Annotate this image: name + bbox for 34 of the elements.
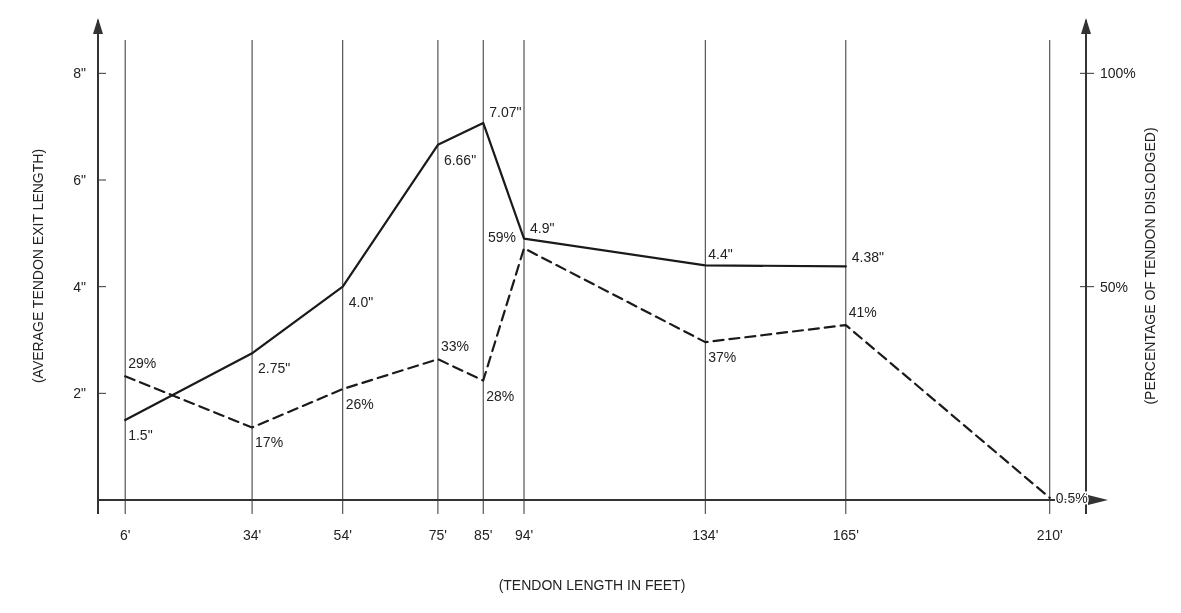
x-tick-label: 134'	[692, 527, 719, 543]
data-label: 6.66"	[443, 151, 477, 168]
y-tick-label: 6"	[73, 172, 87, 188]
data-label: 59%	[488, 229, 517, 246]
x-tick-label: 85'	[474, 527, 493, 543]
y-tick-label: 2"	[73, 385, 87, 402]
data-label: 4.4"	[708, 246, 733, 263]
data-label: 37%	[708, 349, 737, 366]
data-label: 2.75"	[258, 360, 291, 377]
data-label: 7.07"	[489, 103, 522, 120]
y2-axis-title: (PERCENTAGE OF TENDON DISLODGED)	[1142, 127, 1158, 405]
y-tick-label: 8"	[73, 65, 87, 82]
data-label: 4.0"	[348, 293, 374, 310]
x-tick-label: 54'	[333, 527, 352, 543]
x-tick-label: 34'	[242, 527, 262, 543]
data-label: 1.5"	[128, 427, 153, 443]
y-axis-title: (AVERAGE TENDON EXIT LENGTH)	[30, 148, 46, 384]
x-tick-label: 94'	[514, 527, 534, 543]
x-tick-label: 165'	[832, 527, 859, 543]
data-label: 29%	[128, 355, 157, 372]
data-label: 26%	[345, 396, 374, 413]
data-label: 4.38"	[851, 249, 885, 266]
y2-tick-label: 100%	[1100, 65, 1136, 82]
data-label: 33%	[440, 338, 469, 355]
y-tick-label: 4"	[73, 278, 87, 295]
data-label: 17%	[255, 434, 284, 451]
x-tick-label: 210'	[1036, 527, 1063, 543]
data-label: 4.9"	[530, 219, 555, 236]
data-label: 28%	[486, 387, 515, 404]
x-tick-label: 75'	[428, 527, 448, 543]
data-label: 41%	[848, 304, 877, 321]
y2-tick-label: 50%	[1100, 278, 1129, 295]
x-axis-title: (TENDON LENGTH IN FEET)	[498, 577, 686, 593]
x-tick-label: 6'	[119, 527, 131, 543]
